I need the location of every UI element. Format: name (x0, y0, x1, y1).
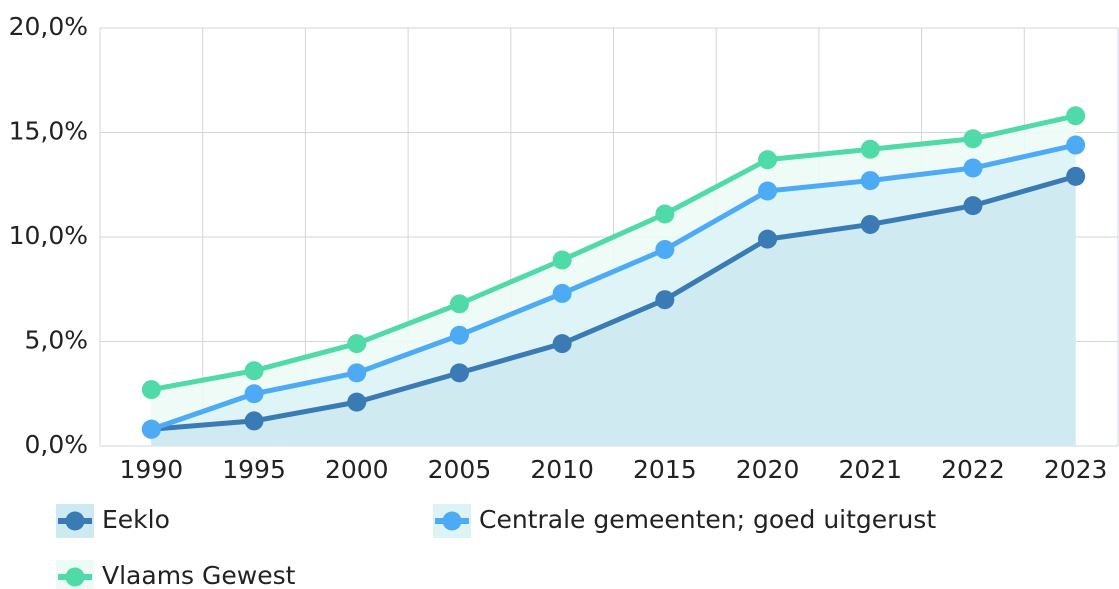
point (449, 363, 469, 383)
point (655, 240, 675, 260)
line (151, 173, 1077, 432)
legend-marker (65, 511, 85, 531)
x-tick-label: 2022 (941, 455, 1005, 484)
point (963, 196, 983, 216)
x-tick-label: 2015 (633, 455, 697, 484)
point (244, 361, 264, 381)
x-tick-label: 1995 (222, 455, 286, 484)
x-tick-label: 2000 (325, 455, 389, 484)
x-tick-label: 1990 (120, 455, 184, 484)
y-tick-label: 0,0% (24, 430, 88, 459)
point (860, 214, 880, 234)
legend-label: Eeklo (102, 505, 170, 534)
point (655, 290, 675, 310)
point (141, 380, 161, 400)
point (758, 229, 778, 249)
x-tick-label: 2005 (428, 455, 492, 484)
point (963, 158, 983, 178)
point (758, 181, 778, 201)
point (552, 283, 572, 303)
legend-label: Centrale gemeenten; goed uitgerust (479, 505, 936, 534)
point (141, 419, 161, 439)
point (244, 384, 264, 404)
x-tick-label: 2023 (1044, 455, 1108, 484)
point (552, 334, 572, 354)
point (244, 411, 264, 431)
y-tick-label: 20,0% (9, 12, 88, 41)
y-tick-label: 15,0% (9, 117, 88, 146)
point (1066, 135, 1086, 155)
point (655, 204, 675, 224)
point (449, 325, 469, 345)
point (963, 129, 983, 149)
line (150, 113, 1077, 393)
point (758, 150, 778, 170)
point (1066, 166, 1086, 186)
point (860, 171, 880, 191)
legend-marker (442, 511, 462, 531)
x-tick-label: 2010 (530, 455, 594, 484)
point (347, 334, 367, 354)
area (151, 176, 1076, 446)
legend: Eeklo Centrale gemeenten; goed uitgerust V… (56, 504, 936, 589)
point (1066, 106, 1086, 126)
x-tick-label: 2021 (838, 455, 902, 484)
labels: 0,0% 5,0% 10,0% 15,0% 20,0% 1990 1995 2000 2005 2… (9, 12, 1108, 484)
legend-marker (65, 567, 85, 587)
point (347, 363, 367, 383)
point (552, 250, 572, 270)
point (347, 392, 367, 412)
point (449, 294, 469, 314)
x-tick-label: 2020 (736, 455, 800, 484)
y-tick-label: 10,0% (9, 221, 88, 250)
y-tick-label: 5,0% (24, 326, 88, 355)
line (150, 142, 1077, 432)
point (860, 139, 880, 159)
lines (141, 106, 1086, 439)
legend-label: Vlaams Gewest (102, 561, 296, 589)
